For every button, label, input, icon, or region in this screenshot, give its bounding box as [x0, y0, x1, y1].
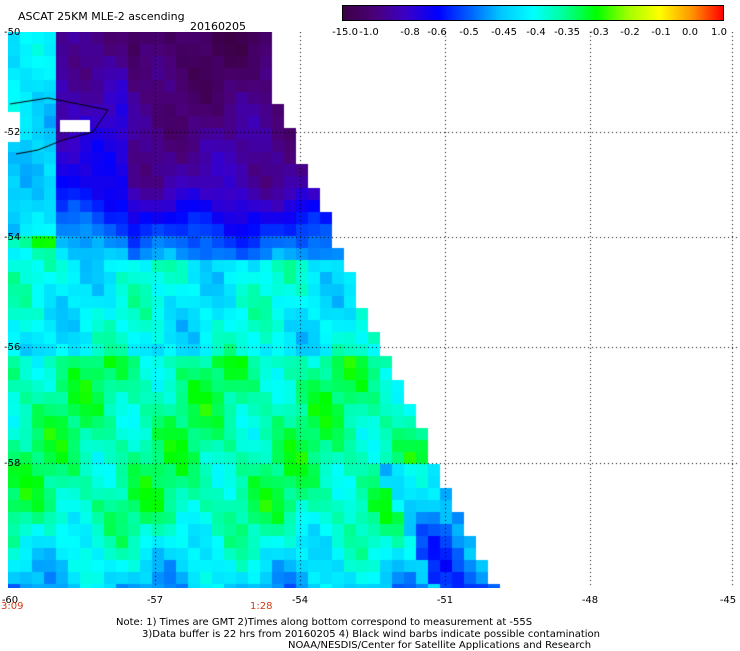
lon-label: -48	[581, 595, 599, 606]
lat-label: -58	[4, 458, 21, 469]
colorbar	[342, 5, 724, 21]
lon-label: -45	[719, 595, 737, 606]
time-label: 3:09	[1, 601, 24, 612]
lat-label: -56	[4, 342, 21, 353]
time-label: 1:28	[250, 601, 273, 612]
note-line-3: NOAA/NESDIS/Center for Satellite Applica…	[288, 640, 592, 651]
map-date: 20160205	[190, 20, 246, 33]
wind-field-map	[8, 32, 740, 588]
lat-label: -54	[4, 232, 21, 243]
lon-label: -57	[146, 595, 164, 606]
lon-label: -54	[291, 595, 309, 606]
lat-label: -50	[4, 27, 21, 38]
lon-label: -60	[1, 595, 19, 606]
note-line-2: 3)Data buffer is 22 hrs from 20160205 4)…	[142, 629, 600, 640]
map-title: ASCAT 25KM MLE-2 ascending	[18, 10, 185, 23]
note-line-1: Note: 1) Times are GMT 2)Times along bot…	[116, 617, 533, 628]
lon-label: -51	[436, 595, 454, 606]
lat-label: -52	[4, 127, 21, 138]
